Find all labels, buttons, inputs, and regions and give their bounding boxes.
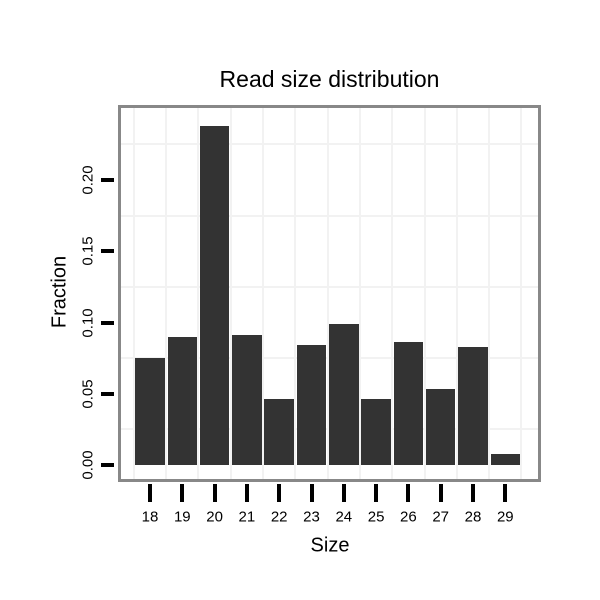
horizontal-gridline <box>121 143 538 146</box>
y-tick-label: 0.00 <box>79 450 97 480</box>
y-tick-label: 0.10 <box>79 307 97 338</box>
x-tick <box>503 484 508 502</box>
x-tick <box>309 484 314 502</box>
bar-size-19 <box>167 336 198 465</box>
x-tick-label: 28 <box>464 508 482 526</box>
vertical-gridline <box>262 108 265 479</box>
x-tick-label: 24 <box>335 508 353 526</box>
y-tick-label: 0.05 <box>79 379 97 409</box>
vertical-gridline <box>423 108 426 479</box>
bar-size-23 <box>296 345 327 465</box>
bar-size-29 <box>490 453 521 465</box>
y-tick <box>101 463 114 467</box>
vertical-gridline <box>197 108 200 479</box>
vertical-gridline <box>488 108 491 479</box>
x-tick <box>438 484 443 502</box>
x-tick <box>212 484 217 502</box>
vertical-gridline <box>165 108 168 479</box>
x-tick-label: 19 <box>173 508 191 526</box>
y-tick <box>101 320 114 325</box>
x-tick <box>277 484 282 502</box>
x-tick-label: 26 <box>400 508 417 526</box>
x-tick-label: 25 <box>367 508 385 526</box>
x-tick-label: 23 <box>303 508 320 526</box>
vertical-gridline <box>520 108 523 479</box>
x-tick-label: 27 <box>432 508 450 526</box>
x-tick <box>180 484 185 502</box>
bar-size-27 <box>425 389 456 465</box>
x-tick-label: 22 <box>270 508 288 526</box>
x-tick <box>471 484 475 502</box>
bar-size-24 <box>329 323 359 465</box>
y-tick <box>101 178 114 182</box>
horizontal-gridline <box>121 214 538 217</box>
bar-size-28 <box>458 346 488 465</box>
vertical-gridline <box>132 108 135 479</box>
bar-size-20 <box>199 125 230 465</box>
bar-size-18 <box>135 358 165 465</box>
plot-panel <box>118 105 541 482</box>
vertical-gridline <box>294 108 297 479</box>
y-tick-label: 0.20 <box>79 165 97 195</box>
vertical-gridline <box>391 108 394 479</box>
x-axis-title: Size <box>310 534 350 557</box>
vertical-gridline <box>455 108 458 479</box>
x-tick-label: 29 <box>496 508 514 526</box>
x-tick <box>406 484 411 502</box>
x-tick <box>341 484 346 502</box>
bar-size-22 <box>264 399 294 465</box>
x-tick <box>244 484 249 502</box>
y-tick <box>101 391 114 396</box>
y-tick-label: 0.15 <box>79 236 97 266</box>
x-tick <box>148 484 152 502</box>
bar-size-21 <box>232 335 262 465</box>
x-tick-label: 21 <box>238 508 256 526</box>
y-axis-title: Fraction <box>48 255 71 329</box>
bar-size-25 <box>361 399 391 465</box>
y-tick <box>101 249 114 254</box>
vertical-gridline <box>326 108 329 479</box>
bar-size-26 <box>393 342 424 465</box>
vertical-gridline <box>358 108 361 479</box>
x-tick-label: 18 <box>141 508 159 526</box>
vertical-gridline <box>229 108 232 479</box>
horizontal-gridline <box>121 285 538 288</box>
x-tick <box>374 484 379 502</box>
chart-title: Read size distribution <box>219 66 440 92</box>
x-tick-label: 20 <box>206 508 223 526</box>
